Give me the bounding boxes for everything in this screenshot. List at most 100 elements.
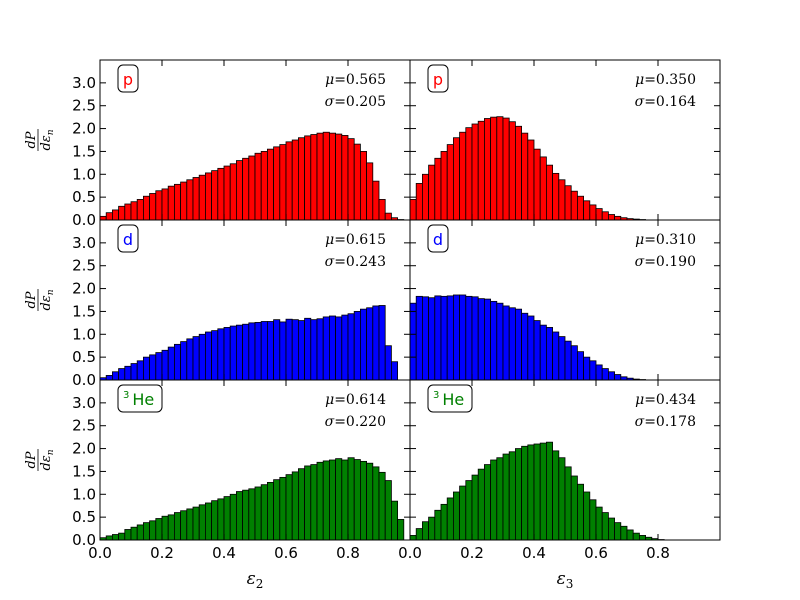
histogram-bar [465,127,473,221]
histogram-bar [496,457,504,541]
histogram-bar [353,143,361,221]
histogram-bar [328,132,336,221]
histogram-bar [291,139,299,221]
histogram-bar [409,535,417,541]
histogram-bar [229,325,237,381]
histogram-bar [601,211,609,221]
y-axis-label: dP dεn [24,449,56,471]
histogram-bar [390,361,398,381]
histogram-bar [546,441,554,541]
histogram-bar [533,443,541,541]
panel-1-1: 0.0 0.5 1.0 1.5 2.0 2.5 3.0 p μ=0.565 σ=0.205 [72,59,411,229]
histogram-bar [552,331,560,381]
mu-stat: μ=0.565 [325,72,386,88]
histogram-bar [328,459,336,541]
histogram-bar [521,312,529,381]
mu-stat: μ=0.434 [635,392,696,408]
histogram-bar [508,307,516,381]
histogram-bar [204,502,212,541]
histogram-bar [434,509,442,541]
histogram-bar [310,134,318,221]
histogram-bar [254,152,262,221]
sigma-stat: σ=0.220 [325,414,386,430]
histogram-bar [335,133,343,221]
histogram-bar [421,173,429,221]
histogram-bar [310,319,318,381]
histogram-bar [130,363,138,381]
histogram-bar [347,138,355,221]
histogram-bar [372,305,380,381]
histogram-bar [155,352,163,381]
histogram-bar [266,481,274,541]
histogram-bar [384,480,392,541]
particle-badge [117,384,163,413]
histogram-bar [297,320,305,381]
histogram-bar [211,330,219,381]
histogram-bar [496,116,504,221]
y-axis-label: dP dεn [24,129,56,151]
histogram-bar [186,338,194,381]
histogram-bar [316,318,324,381]
particle-badge [427,64,449,93]
histogram-bar [155,518,163,541]
particle-badge [427,224,449,253]
panel-2-2: d μ=0.310 σ=0.190 [409,219,721,381]
histogram-bar [502,117,510,221]
histogram-bar [415,183,423,221]
histogram-bar [149,354,157,381]
histogram-bar [521,445,529,541]
histogram-bar [192,336,200,381]
histogram-bar [595,506,603,541]
mu-stat: μ=0.350 [635,72,696,88]
histogram-bar [366,162,374,221]
histogram-bar [483,464,491,541]
histogram-bar [452,491,460,541]
histogram-bar [173,343,181,381]
histogram-bar [465,480,473,541]
histogram-bar [570,190,578,221]
histogram-bar [273,319,281,381]
y-tick-label: 2.0 [72,440,96,458]
histogram-bar [515,448,523,541]
histogram-bar [285,318,293,381]
histogram-bar [161,188,169,221]
particle-badge [427,384,473,413]
histogram-bar [366,462,374,541]
histogram-bar [415,528,423,541]
y-axis-label-numerator: dP [24,291,39,308]
histogram-bar [235,491,243,541]
histogram-bar [608,517,616,541]
y-tick-label: 2.5 [72,97,96,115]
histogram-bar [508,451,516,541]
y-tick-label: 1.0 [72,485,96,503]
histogram-bar [341,314,349,381]
histogram-bar [496,302,504,381]
histogram-bar [130,526,138,541]
histogram-bar [564,340,572,381]
histogram-bar [601,368,609,381]
y-tick-label: 2.0 [72,120,96,138]
y-tick-label: 1.0 [72,325,96,343]
histogram-bar [564,466,572,541]
histogram-bar [595,208,603,221]
histogram-bar [434,295,442,381]
y-tick-label: 3.0 [72,394,96,412]
y-tick-label: 1.5 [72,462,96,480]
x-tick-label: 0.4 [212,544,236,562]
histogram-bar [577,195,585,221]
histogram-bar [142,522,150,541]
histogram-bar [570,475,578,541]
histogram-bar [279,321,287,381]
y-axis-label-denominator: dεn [39,129,56,150]
histogram-bar [440,503,448,541]
histogram-bar [223,496,231,541]
histogram-bar [552,450,560,541]
histogram-bar [428,164,436,221]
histogram-bar [378,305,386,381]
histogram-bar [483,298,491,381]
histogram-bar [415,295,423,381]
histogram-bar [552,172,560,221]
histogram-bar [490,459,498,541]
histogram-bar [112,371,120,381]
histogram-bar [589,499,597,541]
